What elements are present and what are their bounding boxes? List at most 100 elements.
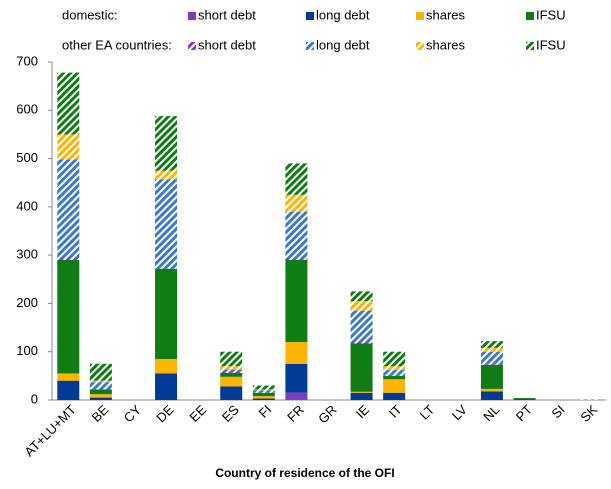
bar-segment [155,359,177,373]
y-tick-label: 300 [16,247,38,262]
bar-segment [481,365,503,389]
legend-label: shares [426,7,466,22]
x-tick-label: GR [315,402,339,426]
legend-label: IFSU [536,37,566,52]
bar-segment [253,386,275,390]
x-tick: BE [89,402,112,425]
legend-swatch [188,12,196,20]
legend-group: other EA countries: [62,37,172,52]
bar-segment [220,372,242,373]
x-tick-label: NL [480,402,502,424]
legend-group: domestic: [62,7,118,22]
bar-segment [285,163,307,194]
y-tick-label: 0 [31,391,38,406]
x-tick: SK [577,402,600,425]
bar-segment [220,370,242,372]
legend-label: shares [426,37,466,52]
bar-segment [57,258,79,260]
legend-swatch [416,12,424,20]
bar-segment [57,260,79,373]
legend-swatch [526,42,534,50]
bar-segment [383,376,405,379]
bar-segment [383,393,405,400]
y-tick-label: 200 [16,295,38,310]
legend-swatch [306,42,314,50]
x-tick: PT [513,402,535,424]
x-tick-label: EE [186,402,209,425]
x-tick: GR [315,402,339,426]
legend-swatch [416,42,424,50]
bar-segment [155,116,177,171]
bar-segment [351,301,373,311]
x-tick-label: BE [89,402,112,425]
bar-segment [155,269,177,359]
bar-segment [285,259,307,260]
x-tick-label: SI [548,402,567,421]
x-tick-label: IT [386,402,405,421]
bar-segment [383,370,405,375]
x-tick: LV [449,402,470,423]
bar-segment [57,381,79,400]
y-tick-label: 700 [16,53,38,68]
bar-segment [155,179,177,268]
bar-segment [579,399,601,400]
bar-segment [253,399,275,400]
x-tick: LT [417,402,438,423]
bar-segment [481,364,503,365]
bar-segment [383,375,405,376]
x-tick: AT+LU+MT [21,402,78,459]
bar-segment [481,391,503,400]
bar-segment [220,377,242,387]
bar-segment [285,364,307,393]
bar-segment [57,73,79,135]
y-tick-label: 600 [16,102,38,117]
x-tick: DE [153,402,177,426]
legend-swatch [526,12,534,20]
legend-label: short debt [198,7,256,22]
bar-segment [253,390,275,392]
bar-segment [90,381,112,382]
bar-segment [253,389,275,390]
x-tick: NL [480,402,502,424]
bar-segment [57,134,79,159]
bar-segment [90,382,112,389]
bar-segment [90,394,112,397]
legend-label: IFSU [536,7,566,22]
bar-segment [481,341,503,348]
bar-segment [351,344,373,392]
bar-segment [253,396,275,398]
legend-swatch [188,42,196,50]
bar-segment [514,398,536,399]
x-axis-title: Country of residence of the OFI [215,466,394,480]
bar-segment [351,392,373,393]
x-tick-label: SK [577,402,600,425]
x-tick-label: FR [284,402,307,425]
y-tick-label: 100 [16,343,38,358]
x-tick-label: FI [256,402,275,421]
x-tick-label: ES [219,402,242,425]
bar-segment [155,373,177,400]
x-tick: EE [186,402,209,425]
bar-segment [57,373,79,380]
bar-segment [285,342,307,364]
bar-segment [285,393,307,400]
x-tick: IE [353,402,373,422]
x-tick: IT [386,402,405,421]
bar-segment [285,260,307,342]
bar-segment [351,311,373,342]
legend-label: short debt [198,37,256,52]
x-tick-label: LV [449,402,470,423]
bar-segment [481,348,503,352]
bar-segment [285,195,307,212]
bar-segment [351,342,373,343]
bar-segment [220,386,242,400]
bar-segment [155,171,177,180]
legend-swatch [306,12,314,20]
bar-segment [90,398,112,400]
bar-segment [57,160,79,258]
bar-segment [285,212,307,259]
x-tick: FI [256,402,275,421]
bar-segment [90,364,112,381]
x-tick-label: AT+LU+MT [21,402,78,459]
